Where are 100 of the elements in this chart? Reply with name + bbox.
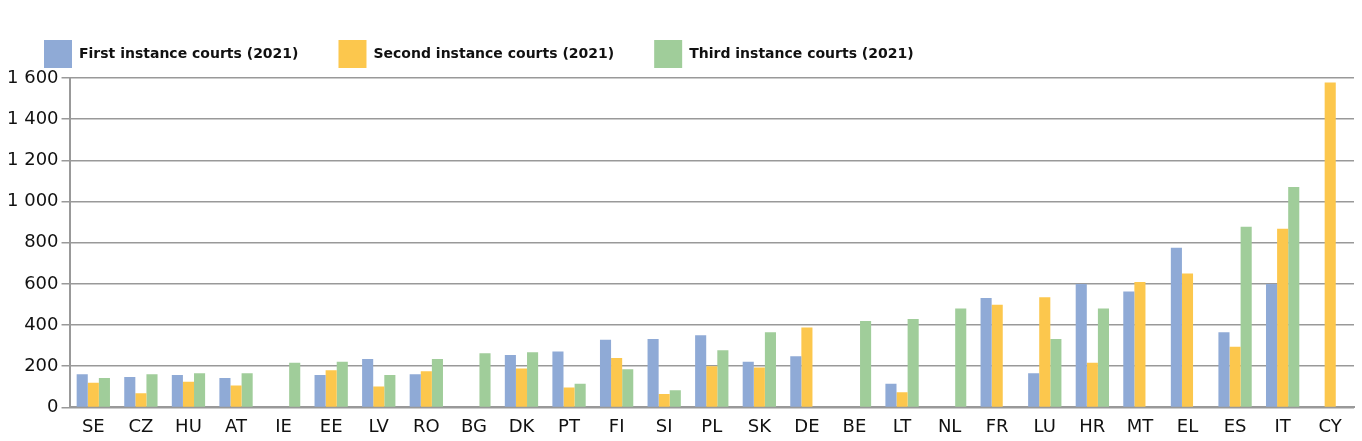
bar bbox=[1218, 332, 1230, 407]
bar bbox=[991, 304, 1003, 407]
bar bbox=[479, 353, 491, 407]
bar bbox=[717, 350, 729, 407]
x-tick-label: DK bbox=[508, 414, 536, 436]
x-tick-label: SK bbox=[747, 414, 773, 436]
bar bbox=[563, 387, 575, 407]
x-tick-label: NL bbox=[937, 414, 962, 436]
y-tick-label: 400 bbox=[24, 312, 59, 334]
bar bbox=[1240, 226, 1252, 407]
x-tick-label: MT bbox=[1126, 414, 1155, 436]
bar bbox=[1039, 297, 1051, 407]
bar bbox=[182, 381, 195, 407]
bar bbox=[146, 374, 158, 407]
bar bbox=[230, 385, 242, 407]
bar bbox=[885, 383, 897, 407]
bar bbox=[622, 369, 634, 407]
x-tick-label: PT bbox=[558, 414, 581, 436]
bar bbox=[124, 376, 136, 407]
bar bbox=[552, 351, 564, 407]
x-tick-label: EL bbox=[1176, 414, 1199, 436]
bar bbox=[336, 361, 348, 407]
bar bbox=[955, 308, 967, 407]
y-tick-label: 600 bbox=[24, 271, 59, 293]
x-tick-label: LU bbox=[1033, 414, 1056, 436]
x-tick-label: DE bbox=[794, 414, 820, 436]
bar bbox=[980, 298, 992, 407]
bar bbox=[1324, 82, 1336, 407]
bar bbox=[527, 352, 539, 407]
bar bbox=[314, 375, 326, 407]
x-tick-label: IE bbox=[275, 414, 292, 436]
bar bbox=[658, 394, 670, 407]
y-tick-label: 1 400 bbox=[7, 106, 59, 128]
bar bbox=[790, 356, 802, 407]
y-tick-label: 1 000 bbox=[7, 189, 59, 211]
bar bbox=[599, 339, 612, 407]
x-tick-label: FI bbox=[608, 414, 625, 436]
bar bbox=[1075, 283, 1087, 407]
legend-label: Third instance courts (2021) bbox=[689, 44, 914, 61]
bar bbox=[1229, 346, 1241, 407]
x-tick-label: LT bbox=[892, 414, 913, 436]
bar bbox=[325, 370, 337, 407]
x-tick-label: CZ bbox=[128, 414, 154, 436]
bar bbox=[1086, 362, 1098, 407]
bar bbox=[1288, 186, 1300, 407]
bar bbox=[1265, 283, 1278, 407]
x-tick-label: AT bbox=[225, 414, 248, 436]
bar bbox=[1123, 291, 1135, 407]
bar bbox=[896, 392, 908, 407]
bar bbox=[669, 390, 681, 407]
x-tick-label: EE bbox=[319, 414, 343, 436]
bar bbox=[764, 332, 776, 407]
bar bbox=[241, 373, 253, 407]
bar bbox=[611, 357, 623, 407]
bar bbox=[409, 374, 421, 407]
bar bbox=[98, 377, 110, 407]
bar bbox=[742, 361, 754, 407]
bar bbox=[574, 383, 586, 407]
bar bbox=[647, 339, 659, 407]
bar bbox=[515, 368, 528, 407]
bar bbox=[1097, 308, 1109, 407]
bar bbox=[171, 375, 183, 407]
y-tick-label: 1 200 bbox=[7, 148, 59, 170]
bar bbox=[1170, 247, 1182, 407]
bar bbox=[1134, 282, 1146, 407]
legend-label: First instance courts (2021) bbox=[79, 44, 299, 61]
bar bbox=[384, 375, 396, 407]
y-tick-label: 0 bbox=[47, 395, 59, 417]
bar bbox=[219, 377, 231, 407]
x-tick-label: ES bbox=[1223, 414, 1247, 436]
x-tick-label: CY bbox=[1318, 414, 1343, 436]
x-tick-label: HU bbox=[175, 414, 202, 436]
x-tick-label: FR bbox=[985, 414, 1009, 436]
bar bbox=[420, 371, 432, 407]
x-tick-label: LV bbox=[368, 414, 390, 436]
bar bbox=[860, 320, 872, 407]
legend-label: Second instance courts (2021) bbox=[373, 44, 615, 61]
bar bbox=[1050, 339, 1062, 407]
bar bbox=[431, 359, 443, 407]
x-tick-label: IT bbox=[1274, 414, 1292, 436]
y-tick-label: 200 bbox=[24, 353, 59, 375]
bar bbox=[907, 319, 919, 407]
x-tick-label: BE bbox=[842, 414, 867, 436]
x-tick-label: PL bbox=[701, 414, 723, 436]
bar bbox=[362, 359, 374, 407]
bar bbox=[1181, 273, 1194, 407]
bar bbox=[135, 393, 147, 407]
bar bbox=[801, 327, 813, 407]
bar bbox=[194, 373, 206, 407]
y-tick-label: 1 600 bbox=[7, 65, 59, 87]
x-tick-label: HR bbox=[1079, 414, 1106, 436]
bar bbox=[76, 374, 88, 407]
x-tick-label: RO bbox=[412, 414, 440, 436]
x-tick-label: SI bbox=[655, 414, 673, 436]
bar bbox=[87, 382, 99, 407]
bar bbox=[373, 386, 385, 407]
bar bbox=[753, 367, 765, 407]
bar bbox=[1028, 373, 1040, 407]
bar bbox=[504, 355, 516, 407]
x-tick-label: SE bbox=[81, 414, 105, 436]
